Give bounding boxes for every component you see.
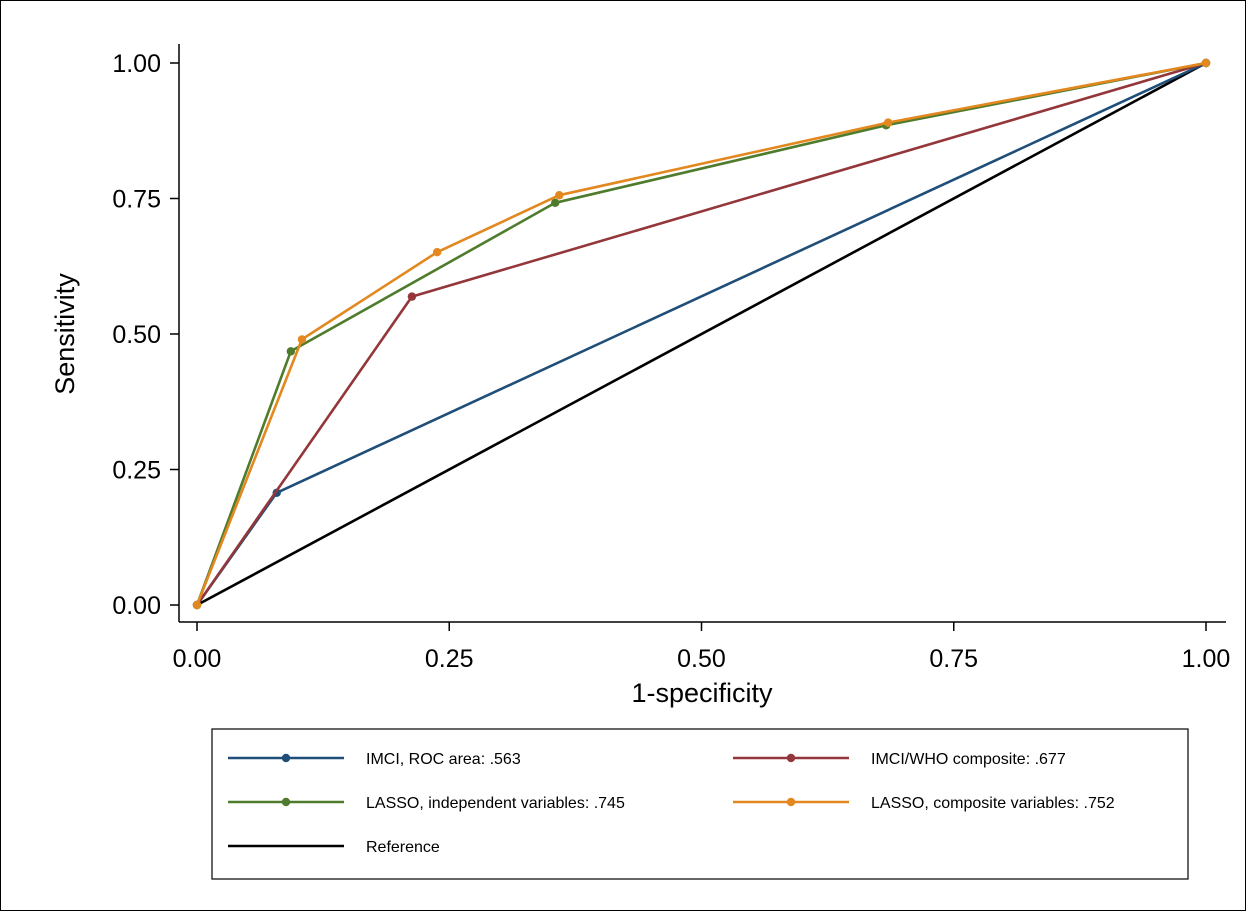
y-tick-label: 0.00	[112, 592, 161, 620]
series-line	[196, 61, 1207, 607]
data-point	[555, 191, 564, 200]
axes	[178, 44, 1226, 623]
legend-label: Reference	[366, 839, 440, 856]
legend-label: LASSO, composite variables: .752	[871, 795, 1115, 812]
x-axis-title: 1-specificity	[631, 678, 773, 708]
data-point	[1201, 58, 1211, 68]
x-tick-label: 0.50	[677, 645, 726, 673]
data-point	[286, 347, 296, 356]
data-point	[407, 292, 417, 301]
legend-label: LASSO, independent variables: .745	[366, 795, 625, 812]
legend-swatch-marker	[786, 753, 796, 763]
y-tick-label: 0.75	[112, 186, 161, 214]
y-tick-label: 0.25	[112, 457, 161, 485]
legend-swatch-marker	[281, 797, 291, 807]
data-point	[192, 600, 202, 610]
data-point	[297, 335, 307, 344]
legend-item: IMCI, ROC area: .563	[228, 751, 521, 768]
legend-label: IMCI/WHO composite: .677	[871, 751, 1066, 768]
data-point	[883, 118, 893, 127]
y-tick-label: 0.50	[112, 321, 161, 349]
x-tick-label: 0.00	[173, 645, 222, 673]
y-ticks: 0.00 0.25 0.50 0.75 1.00	[112, 50, 179, 620]
data-point	[432, 247, 442, 257]
x-tick-label: 0.25	[425, 645, 474, 673]
x-tick-label: 0.75	[929, 645, 978, 673]
series-3	[192, 58, 1211, 610]
data-point	[550, 198, 560, 208]
series-4	[196, 61, 1207, 607]
y-tick-label: 1.00	[112, 50, 161, 78]
legend-label: IMCI, ROC area: .563	[366, 751, 521, 768]
x-ticks: 0.00 0.25 0.50 0.75 1.00	[173, 622, 1231, 673]
legend-item: LASSO, composite variables: .752	[733, 795, 1115, 812]
legend-box	[211, 728, 1189, 880]
series-layer	[192, 58, 1211, 610]
legend-item: LASSO, independent variables: .745	[228, 795, 625, 812]
series-line	[195, 61, 1207, 606]
legend-item: IMCI/WHO composite: .677	[733, 751, 1066, 768]
y-axis-title: Sensitivity	[50, 273, 80, 395]
legend-item: Reference	[228, 839, 440, 856]
legend-swatch-marker	[281, 753, 291, 763]
legend: IMCI, ROC area: .563 IMCI/WHO composite: …	[211, 728, 1189, 880]
legend-swatch-marker	[786, 797, 796, 807]
x-tick-label: 1.00	[1182, 645, 1231, 673]
